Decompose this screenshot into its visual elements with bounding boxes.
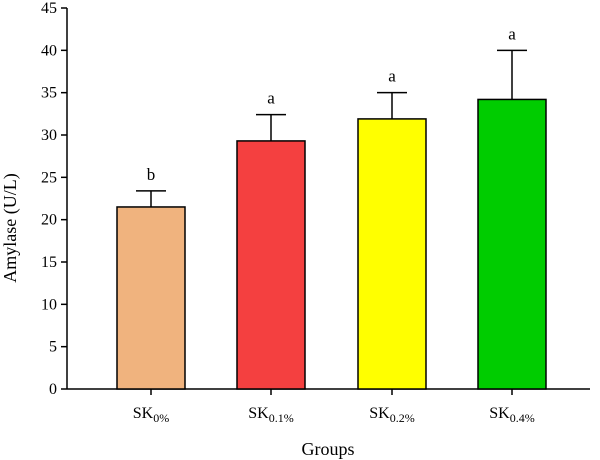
bar bbox=[357, 118, 427, 390]
y-axis-title: Amylase (U/L) bbox=[0, 173, 21, 282]
y-tick-label: 40 bbox=[41, 42, 57, 59]
significance-label: a bbox=[267, 89, 275, 108]
y-tick-label: 5 bbox=[49, 339, 57, 356]
x-tick-labels: SK0% SK0.1% SK0.2% SK0.4% bbox=[133, 405, 535, 425]
bar bbox=[477, 98, 547, 390]
bar bbox=[236, 140, 306, 390]
bars-layer: b a a a bbox=[116, 24, 547, 390]
y-tick-label: 15 bbox=[41, 254, 57, 271]
significance-label: a bbox=[388, 67, 396, 86]
y-tick-label: 10 bbox=[41, 296, 57, 313]
y-tick-label: 0 bbox=[49, 381, 57, 398]
x-tick-label: SK0.2% bbox=[369, 405, 414, 425]
x-tick-label: SK0.4% bbox=[489, 405, 534, 425]
significance-label: a bbox=[508, 24, 516, 43]
x-tick-label: SK0.1% bbox=[248, 405, 293, 425]
y-tick-label: 25 bbox=[41, 169, 57, 186]
y-tick-label: 20 bbox=[41, 212, 57, 229]
bar bbox=[116, 206, 186, 390]
x-tick-label: SK0% bbox=[133, 405, 169, 425]
significance-label: b bbox=[147, 165, 156, 184]
y-tick-label: 30 bbox=[41, 127, 57, 144]
y-tick-label: 35 bbox=[41, 85, 57, 102]
y-tick-labels: 0 5 10 15 20 25 30 35 40 45 bbox=[41, 0, 57, 398]
y-tick-label: 45 bbox=[41, 0, 57, 17]
x-axis-title: Groups bbox=[302, 439, 355, 459]
